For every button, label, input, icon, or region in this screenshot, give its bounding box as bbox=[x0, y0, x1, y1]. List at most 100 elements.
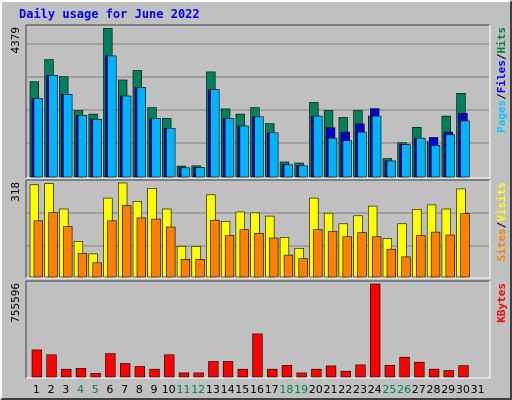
x-tick-label-20: 20 bbox=[309, 383, 323, 396]
y-max-label: 318 bbox=[9, 182, 22, 202]
bar-pages-day-3 bbox=[63, 94, 73, 178]
x-tick-label-10: 10 bbox=[162, 383, 176, 396]
bar-kbytes-day-19 bbox=[296, 372, 307, 378]
bar-pages-day-28 bbox=[430, 145, 441, 178]
bar-kbytes-day-11 bbox=[178, 372, 190, 378]
bar-kbytes-day-9 bbox=[149, 368, 160, 378]
bar-kbytes-day-27 bbox=[414, 361, 425, 378]
x-tick-label-11: 11 bbox=[177, 383, 191, 396]
bar-pages-day-2 bbox=[48, 75, 58, 178]
bar-kbytes-day-7 bbox=[120, 363, 131, 378]
x-tick-label-7: 7 bbox=[121, 383, 128, 396]
bar-pages-day-6 bbox=[107, 55, 117, 178]
x-tick-label-2: 2 bbox=[48, 383, 55, 396]
bar-pages-day-5 bbox=[92, 118, 102, 178]
bar-pages-day-4 bbox=[77, 115, 88, 178]
bar-kbytes-day-28 bbox=[428, 368, 440, 378]
bar-sites-day-17 bbox=[269, 237, 279, 278]
x-tick-label-28: 28 bbox=[427, 383, 441, 396]
x-tick-label-19: 19 bbox=[294, 383, 308, 396]
bar-sites-day-15 bbox=[239, 229, 249, 278]
bar-kbytes-day-6 bbox=[105, 353, 116, 378]
x-tick-label-5: 5 bbox=[92, 383, 99, 396]
bar-sites-day-20 bbox=[313, 229, 323, 278]
bar-pages-day-19 bbox=[298, 165, 308, 178]
x-tick-label-24: 24 bbox=[368, 383, 382, 396]
legend-visits-sites: Sites/Visits bbox=[495, 182, 508, 262]
bar-kbytes-day-16 bbox=[252, 333, 263, 378]
bar-sites-day-3 bbox=[63, 226, 73, 278]
bar-sites-day-23 bbox=[357, 232, 367, 278]
bar-kbytes-day-21 bbox=[325, 365, 337, 378]
bar-sites-day-11 bbox=[180, 258, 191, 278]
x-tick-label-23: 23 bbox=[353, 383, 367, 396]
bar-kbytes-day-4 bbox=[75, 368, 87, 378]
legend-item: Visits bbox=[495, 182, 508, 222]
bar-pages-day-16 bbox=[254, 116, 264, 178]
chart-title: Daily usage for June 2022 bbox=[19, 7, 200, 21]
bar-kbytes-day-20 bbox=[311, 368, 322, 378]
bar-kbytes-day-10 bbox=[164, 354, 175, 378]
bar-sites-day-1 bbox=[33, 220, 43, 278]
x-tick-label-17: 17 bbox=[265, 383, 279, 396]
bar-pages-day-26 bbox=[401, 144, 411, 178]
bar-sites-day-9 bbox=[151, 218, 161, 278]
bar-sites-day-2 bbox=[48, 212, 58, 278]
bar-kbytes-day-24 bbox=[369, 283, 381, 378]
bar-kbytes-day-12 bbox=[193, 372, 204, 378]
bar-pages-day-30 bbox=[460, 120, 470, 178]
bar-sites-day-19 bbox=[298, 258, 308, 278]
bar-kbytes-day-25 bbox=[384, 364, 395, 378]
bar-sites-day-14 bbox=[224, 235, 235, 278]
x-tick-label-30: 30 bbox=[456, 383, 470, 396]
bar-sites-day-28 bbox=[430, 231, 441, 278]
bar-sites-day-8 bbox=[136, 217, 146, 278]
bar-pages-day-27 bbox=[416, 137, 426, 178]
legend-item: / bbox=[495, 221, 508, 228]
legend-item: / bbox=[495, 53, 508, 60]
x-tick-label-26: 26 bbox=[397, 383, 411, 396]
bar-pages-day-10 bbox=[166, 128, 176, 178]
x-tick-label-3: 3 bbox=[62, 383, 69, 396]
bar-sites-day-22 bbox=[342, 236, 352, 278]
legend-hits-files-pages: Pages/Files/Hits bbox=[495, 27, 508, 133]
x-tick-label-8: 8 bbox=[136, 383, 143, 396]
bar-sites-day-6 bbox=[107, 220, 117, 278]
bar-kbytes-day-8 bbox=[134, 366, 145, 378]
x-tick-label-25: 25 bbox=[382, 383, 396, 396]
bar-pages-day-22 bbox=[342, 140, 352, 178]
x-tick-label-22: 22 bbox=[338, 383, 352, 396]
bar-kbytes-day-3 bbox=[61, 368, 72, 378]
bar-pages-day-24 bbox=[371, 115, 382, 178]
x-tick-label-27: 27 bbox=[412, 383, 426, 396]
bar-kbytes-day-1 bbox=[31, 349, 42, 378]
x-tick-label-16: 16 bbox=[250, 383, 264, 396]
legend-item: / bbox=[495, 93, 508, 100]
bar-kbytes-day-22 bbox=[340, 370, 351, 378]
x-tick-label-21: 21 bbox=[324, 383, 338, 396]
bar-kbytes-day-26 bbox=[399, 356, 410, 378]
bar-pages-day-29 bbox=[445, 134, 455, 178]
bar-sites-day-7 bbox=[122, 205, 132, 278]
bar-pages-day-9 bbox=[151, 118, 161, 178]
legend-item: Pages bbox=[495, 100, 508, 133]
bar-kbytes-day-18 bbox=[281, 364, 293, 378]
x-tick-label-9: 9 bbox=[151, 383, 158, 396]
x-tick-label-4: 4 bbox=[77, 383, 84, 396]
bar-sites-day-12 bbox=[195, 258, 205, 278]
y-max-label: 4379 bbox=[9, 27, 22, 54]
bar-sites-day-4 bbox=[77, 253, 88, 278]
bar-pages-day-18 bbox=[283, 164, 294, 178]
x-tick-label-15: 15 bbox=[235, 383, 249, 396]
bar-kbytes-day-29 bbox=[443, 370, 454, 378]
x-tick-label-31: 31 bbox=[471, 383, 485, 396]
x-tick-label-13: 13 bbox=[206, 383, 220, 396]
bar-sites-day-5 bbox=[92, 262, 102, 278]
bar-sites-day-27 bbox=[416, 235, 426, 278]
x-tick-label-12: 12 bbox=[191, 383, 205, 396]
bar-kbytes-day-23 bbox=[355, 364, 366, 378]
bar-kbytes-day-30 bbox=[458, 365, 469, 378]
bar-kbytes-day-2 bbox=[46, 354, 57, 378]
legend-kbytes: KBytes bbox=[495, 283, 508, 323]
bar-pages-day-20 bbox=[313, 115, 323, 178]
